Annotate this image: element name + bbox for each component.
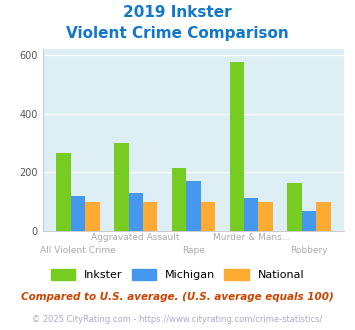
Text: Compared to U.S. average. (U.S. average equals 100): Compared to U.S. average. (U.S. average … (21, 292, 334, 302)
Legend: Inkster, Michigan, National: Inkster, Michigan, National (47, 265, 308, 285)
Bar (302, 212, 316, 231)
Bar (287, 183, 302, 231)
Text: Murder & Mans...: Murder & Mans... (213, 233, 290, 242)
Bar (71, 196, 85, 231)
Bar (85, 202, 100, 231)
Text: Rape: Rape (182, 246, 205, 255)
Text: Aggravated Assault: Aggravated Assault (92, 233, 180, 242)
Bar (172, 168, 186, 231)
Bar (201, 202, 215, 231)
Bar (316, 202, 331, 231)
Text: All Violent Crime: All Violent Crime (40, 246, 116, 255)
Text: 2019 Inkster: 2019 Inkster (123, 5, 232, 20)
Bar (230, 62, 244, 231)
Bar (143, 202, 157, 231)
Bar (244, 198, 258, 231)
Bar (129, 193, 143, 231)
Text: Violent Crime Comparison: Violent Crime Comparison (66, 26, 289, 41)
Bar (114, 143, 129, 231)
Text: © 2025 CityRating.com - https://www.cityrating.com/crime-statistics/: © 2025 CityRating.com - https://www.city… (32, 315, 323, 324)
Text: Robbery: Robbery (290, 246, 328, 255)
Bar (186, 181, 201, 231)
Bar (258, 202, 273, 231)
Bar (56, 153, 71, 231)
